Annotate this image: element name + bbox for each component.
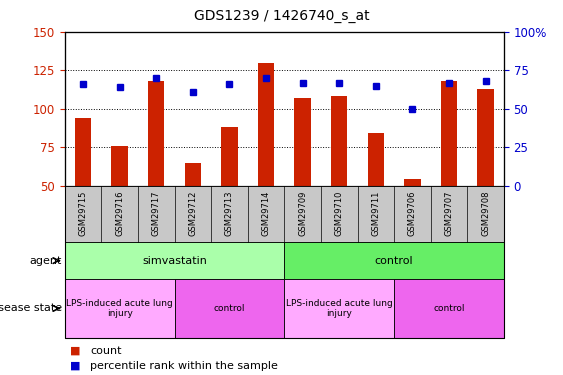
Text: control: control	[214, 304, 245, 313]
Text: GSM29717: GSM29717	[152, 191, 160, 237]
Text: GSM29716: GSM29716	[115, 191, 124, 237]
Text: GSM29709: GSM29709	[298, 191, 307, 237]
Text: control: control	[434, 304, 464, 313]
Text: GSM29713: GSM29713	[225, 191, 234, 237]
Text: GSM29711: GSM29711	[372, 191, 380, 237]
Text: GSM29714: GSM29714	[262, 191, 270, 237]
Text: count: count	[90, 346, 122, 355]
Bar	[75, 118, 91, 186]
Text: GSM29715: GSM29715	[79, 191, 87, 237]
Text: GSM29708: GSM29708	[481, 191, 490, 237]
Text: LPS-induced acute lung
injury: LPS-induced acute lung injury	[66, 299, 173, 318]
Text: simvastatin: simvastatin	[142, 256, 207, 266]
Bar	[368, 134, 384, 186]
Bar	[258, 63, 274, 186]
Text: GSM29712: GSM29712	[189, 191, 197, 237]
Text: agent: agent	[29, 256, 62, 266]
Text: GSM29706: GSM29706	[408, 191, 417, 237]
Bar	[331, 96, 347, 186]
Text: GSM29710: GSM29710	[335, 191, 343, 237]
Bar	[477, 89, 494, 186]
Text: GDS1239 / 1426740_s_at: GDS1239 / 1426740_s_at	[194, 9, 369, 23]
Bar	[404, 180, 421, 186]
Text: LPS-induced acute lung
injury: LPS-induced acute lung injury	[286, 299, 392, 318]
Text: GSM29707: GSM29707	[445, 191, 453, 237]
Bar	[294, 98, 311, 186]
Text: ■: ■	[70, 361, 81, 370]
Bar	[441, 81, 457, 186]
Bar	[185, 163, 201, 186]
Bar	[111, 146, 128, 186]
Text: disease state: disease state	[0, 303, 62, 313]
Bar	[148, 81, 164, 186]
Text: percentile rank within the sample: percentile rank within the sample	[90, 361, 278, 370]
Bar	[221, 127, 238, 186]
Text: ■: ■	[70, 346, 81, 355]
Text: control: control	[375, 256, 413, 266]
